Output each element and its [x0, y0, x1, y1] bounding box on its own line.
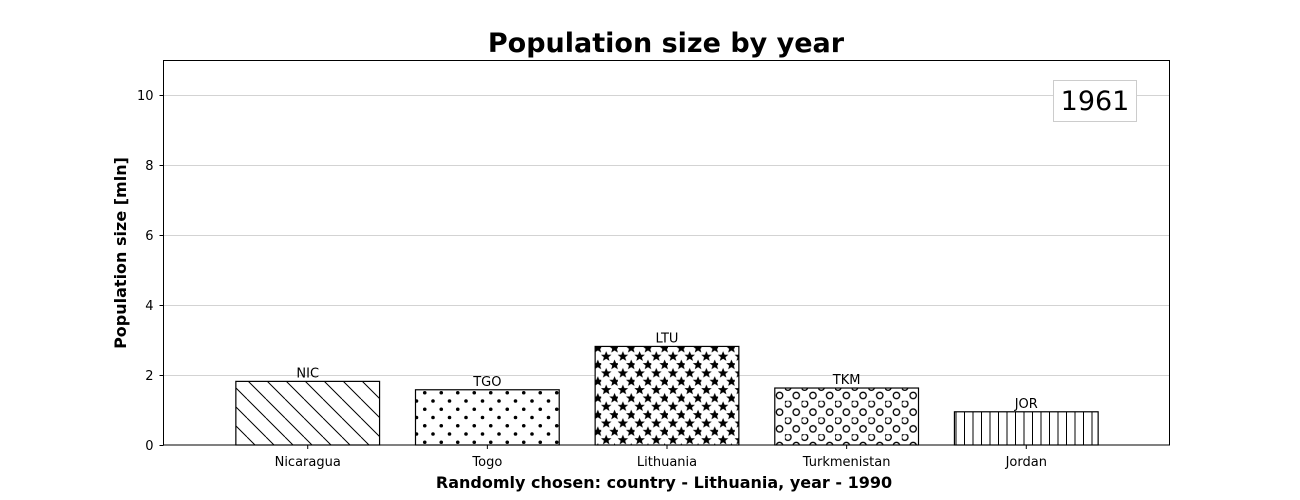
- gridlines: [163, 95, 1170, 376]
- bar-nic: [235, 380, 381, 446]
- y-axis-ticks: 0 2 4 6 8 10: [137, 89, 164, 454]
- y-tick-label: 10: [137, 89, 154, 104]
- bar-code-label: LTU: [656, 331, 679, 346]
- y-tick-label: 8: [145, 159, 153, 174]
- y-tick-label: 2: [145, 369, 153, 384]
- bar-code-label: TGO: [472, 375, 501, 390]
- year-badge: 1961: [1053, 80, 1137, 122]
- bar-tgo: [414, 389, 560, 446]
- bar-tkm: [774, 387, 920, 446]
- bar-code-label: JOR: [1014, 397, 1038, 412]
- x-tick-label: Togo: [471, 455, 502, 470]
- y-axis-label: Population size [mln]: [111, 157, 130, 349]
- bars: [235, 345, 1099, 446]
- year-badge-text: 1961: [1061, 86, 1130, 117]
- bar-code-label: NIC: [296, 366, 319, 381]
- bar-jor: [953, 411, 1099, 446]
- x-axis-ticks: Nicaragua Togo Lithuania Turkmenistan Jordan: [275, 445, 1047, 470]
- chart-title: Population size by year: [488, 28, 845, 59]
- bar-code-label: TKM: [832, 373, 861, 388]
- y-tick-label: 0: [145, 439, 153, 454]
- y-tick-label: 6: [145, 229, 153, 244]
- x-tick-label: Jordan: [1005, 455, 1047, 470]
- x-tick-label: Nicaragua: [275, 455, 341, 470]
- x-tick-label: Lithuania: [637, 455, 697, 470]
- bar-labels: NIC TGO LTU TKM JOR: [296, 331, 1037, 411]
- y-tick-label: 4: [145, 299, 153, 314]
- x-axis-label: Randomly chosen: country - Lithuania, ye…: [436, 473, 892, 492]
- x-tick-label: Turkmenistan: [802, 455, 891, 470]
- bar-ltu: [594, 345, 740, 446]
